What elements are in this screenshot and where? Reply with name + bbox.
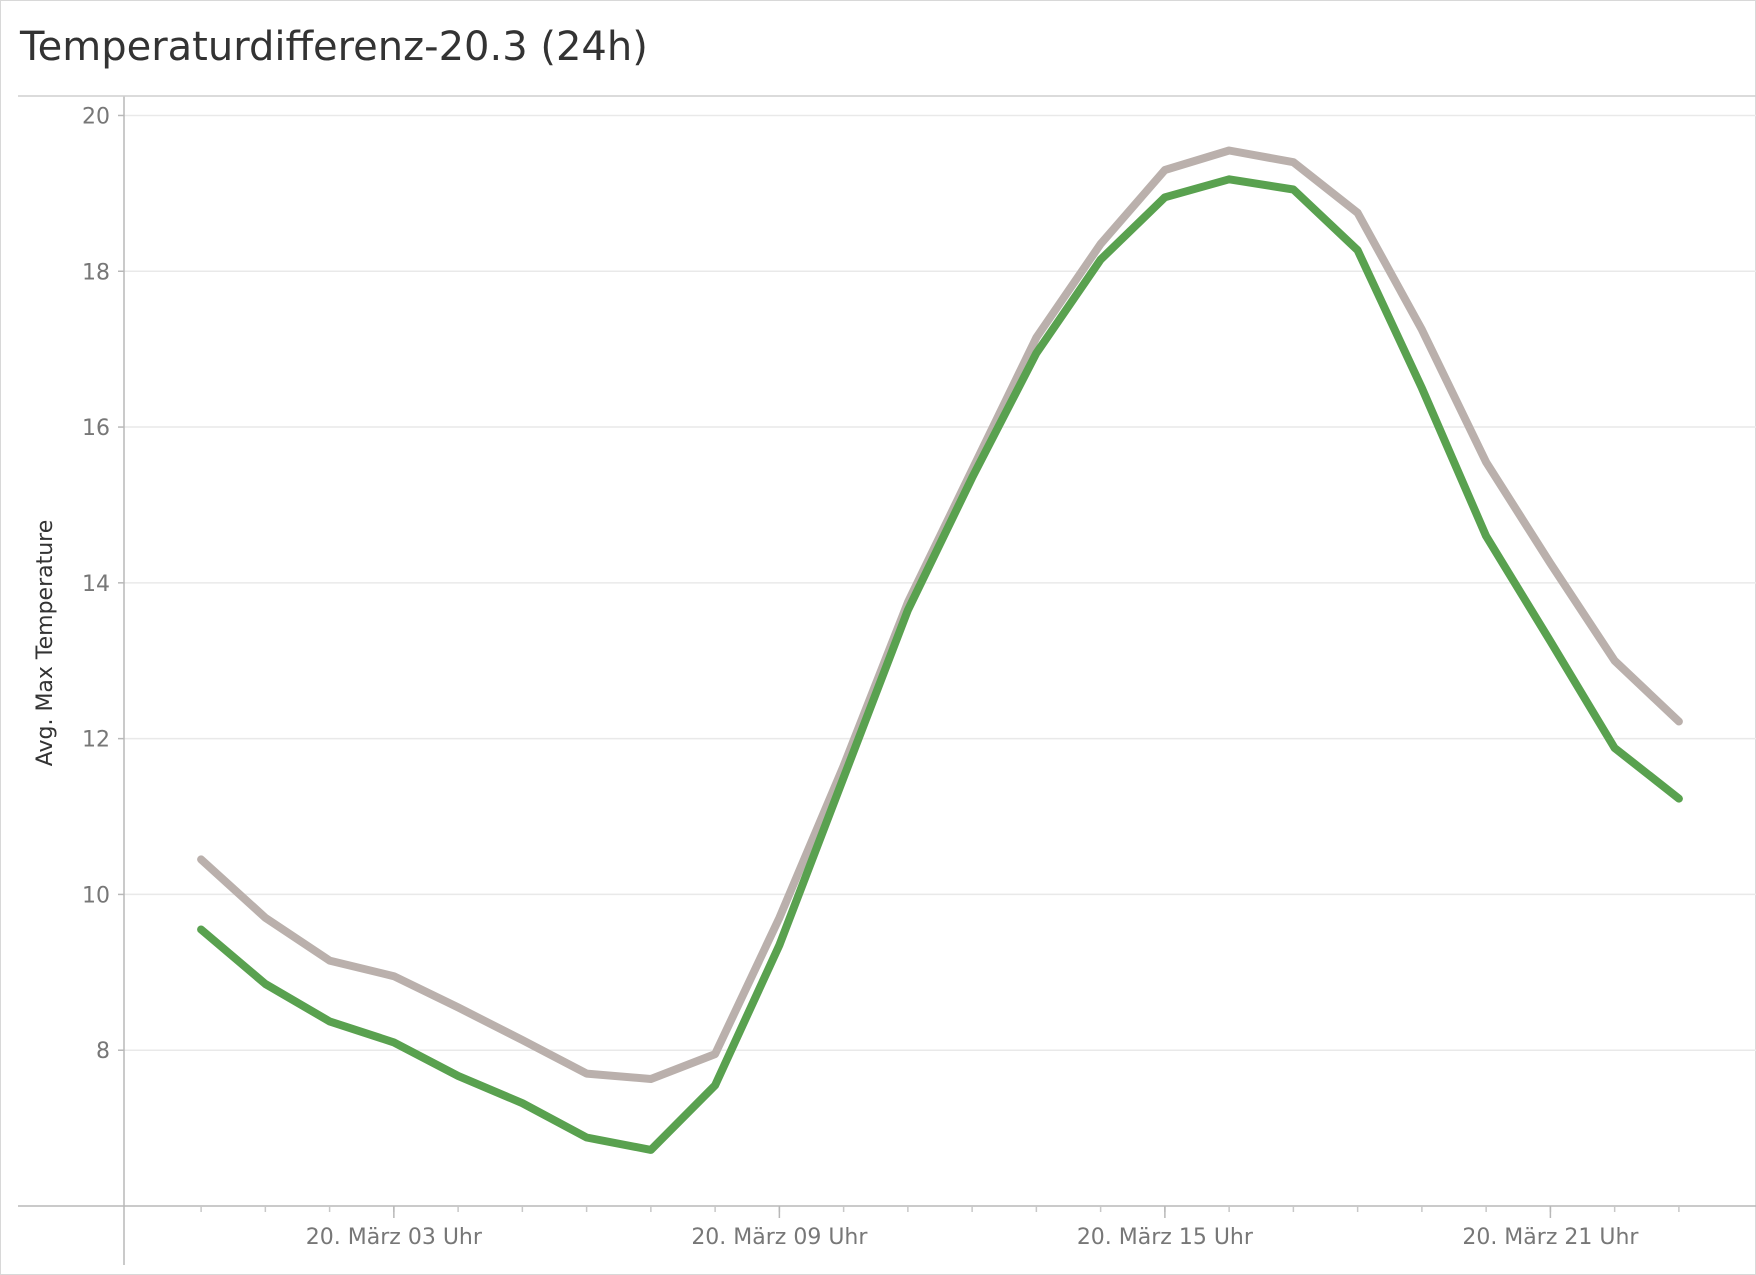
y-tick-label-12: 12: [82, 728, 110, 753]
x-tick-label: 20. März 21 Uhr: [1462, 1225, 1639, 1250]
y-axis-title: Avg. Max Temperature: [33, 520, 58, 767]
y-tick-label-10: 10: [82, 883, 110, 908]
y-tick-label-8: 8: [96, 1039, 110, 1064]
series-line-1: [197, 175, 1683, 1154]
y-tick-label-14: 14: [82, 572, 110, 597]
axes: [18, 95, 1756, 1265]
gridlines: [124, 114, 1756, 1051]
y-tick-labels: 8 10 12 14 16 18 20: [82, 104, 110, 1064]
y-tick-label-20: 20: [82, 104, 110, 129]
x-tick-labels: 20. März 03 Uhr 20. März 09 Uhr 20. März 1…: [306, 1225, 1640, 1250]
y-tick-label-18: 18: [82, 260, 110, 285]
x-tick-label: 20. März 03 Uhr: [306, 1225, 483, 1250]
series-lines: [197, 146, 1683, 1154]
series-line-0: [197, 146, 1683, 1083]
x-tick-label: 20. März 09 Uhr: [691, 1225, 868, 1250]
x-tick-label: 20. März 15 Uhr: [1077, 1225, 1254, 1250]
y-tick-label-16: 16: [82, 416, 110, 441]
chart-title: Temperaturdifferenz-20.3 (24h): [20, 24, 648, 70]
